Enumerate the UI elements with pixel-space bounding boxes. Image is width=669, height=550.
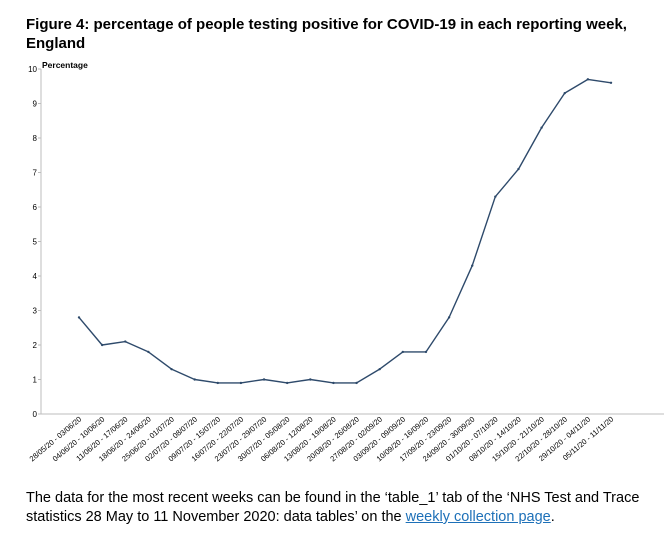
data-point xyxy=(494,195,497,198)
data-point xyxy=(332,381,335,385)
data-point xyxy=(239,381,243,385)
data-point xyxy=(378,367,381,371)
data-point xyxy=(540,126,543,129)
y-axis-label: Percentage xyxy=(42,60,88,70)
data-point xyxy=(193,378,196,381)
data-point xyxy=(424,350,428,354)
caption: The data for the most recent weeks can b… xyxy=(26,489,662,527)
data-point xyxy=(309,378,312,381)
y-tick-label: 3 xyxy=(33,307,38,316)
y-tick-label: 4 xyxy=(33,272,38,281)
y-tick-label: 7 xyxy=(33,169,38,178)
series-line xyxy=(78,78,612,384)
y-tick-label: 5 xyxy=(33,238,38,247)
y-axis: 0 1 2 3 4 5 6 7 8 9 10 Percentage xyxy=(28,60,88,419)
data-point xyxy=(147,350,150,354)
data-point xyxy=(447,316,451,319)
data-point xyxy=(77,316,81,319)
data-point xyxy=(401,350,405,354)
data-point xyxy=(262,378,266,381)
series-layer xyxy=(77,78,613,385)
data-point xyxy=(609,81,613,84)
y-tick-label: 6 xyxy=(33,203,38,212)
y-tick-label: 9 xyxy=(33,100,38,109)
y-tick-label: 10 xyxy=(28,65,37,74)
figure-title: Figure 4: percentage of people testing p… xyxy=(26,16,627,52)
y-tick-label: 0 xyxy=(33,410,38,419)
weekly-collection-page-link[interactable]: weekly collection page xyxy=(405,509,551,525)
data-point xyxy=(471,264,474,267)
caption-end: . xyxy=(550,509,555,525)
data-point xyxy=(563,91,566,95)
y-tick-label: 2 xyxy=(33,341,38,350)
data-point xyxy=(170,367,173,371)
data-point xyxy=(100,343,104,347)
line-chart: 0 1 2 3 4 5 6 7 8 9 10 Percentage 28/05/20 - 03/06/… xyxy=(28,60,664,463)
caption-text: The data for the most recent weeks can b… xyxy=(26,490,640,525)
data-point xyxy=(285,381,289,385)
data-point xyxy=(586,78,590,81)
y-tick-label: 8 xyxy=(33,134,38,143)
data-point xyxy=(517,167,520,171)
data-point xyxy=(355,381,358,385)
y-tick-label: 1 xyxy=(33,376,38,385)
data-point xyxy=(124,340,127,343)
data-point xyxy=(216,381,219,385)
